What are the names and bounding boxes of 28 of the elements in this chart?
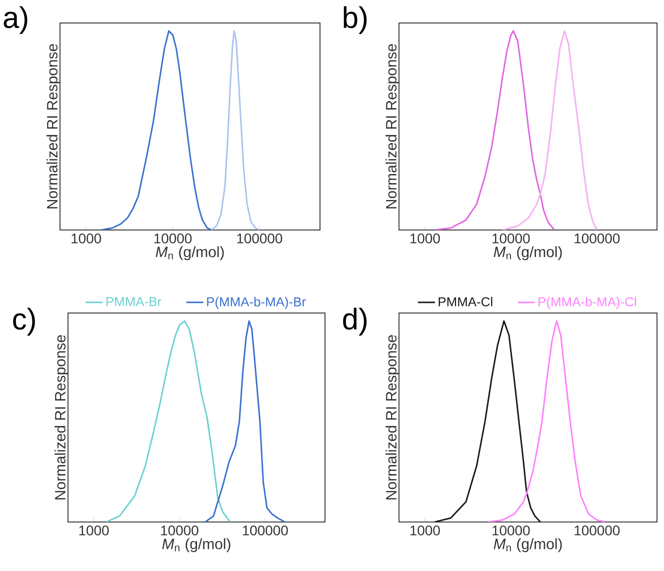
chart-title: d) <box>343 308 367 336</box>
legend-label: PMMA-Cl <box>438 296 492 306</box>
x-tick-label: 10000 <box>492 234 530 244</box>
y-axis-title: Normalized RI Response <box>46 44 60 208</box>
x-axis-title: M$_{n}$ (g/mol) <box>494 538 562 552</box>
x-tick-label: 10000 <box>154 234 192 244</box>
y-axis-title: Normalized RI Response <box>386 335 400 500</box>
x-tick-label: 1000 <box>79 526 109 536</box>
x-tick-label: 1000 <box>410 234 440 244</box>
x-tick-label: 10000 <box>492 526 530 536</box>
chart-title: b) <box>344 6 367 34</box>
chart-title: c) <box>13 308 35 336</box>
chart-title: a) <box>4 6 28 34</box>
y-axis-title: Normalized RI Response <box>386 44 400 208</box>
legend-label: PMMA-Br <box>106 297 162 306</box>
x-tick-label: 100000 <box>242 526 288 536</box>
x-tick-label: 100000 <box>574 526 620 536</box>
legend-label: P(MMA-b-MA)-Br <box>207 296 306 309</box>
x-tick-label: 100000 <box>574 234 620 244</box>
legend-label: P(MMA-b-MA)-Cl <box>538 296 636 309</box>
y-axis-title: Normalized RI Response <box>54 335 68 500</box>
x-tick-label: 1000 <box>72 234 102 244</box>
x-tick-label: 10000 <box>161 526 198 536</box>
x-axis-title: M$_{n}$ (g/mol) <box>494 246 562 260</box>
x-axis-title: M$_{n}$ (g/mol) <box>162 538 230 552</box>
x-axis-title: M$_{n}$ (g/mol) <box>156 246 224 260</box>
x-tick-label: 100000 <box>237 234 282 244</box>
x-tick-label: 1000 <box>410 526 440 536</box>
